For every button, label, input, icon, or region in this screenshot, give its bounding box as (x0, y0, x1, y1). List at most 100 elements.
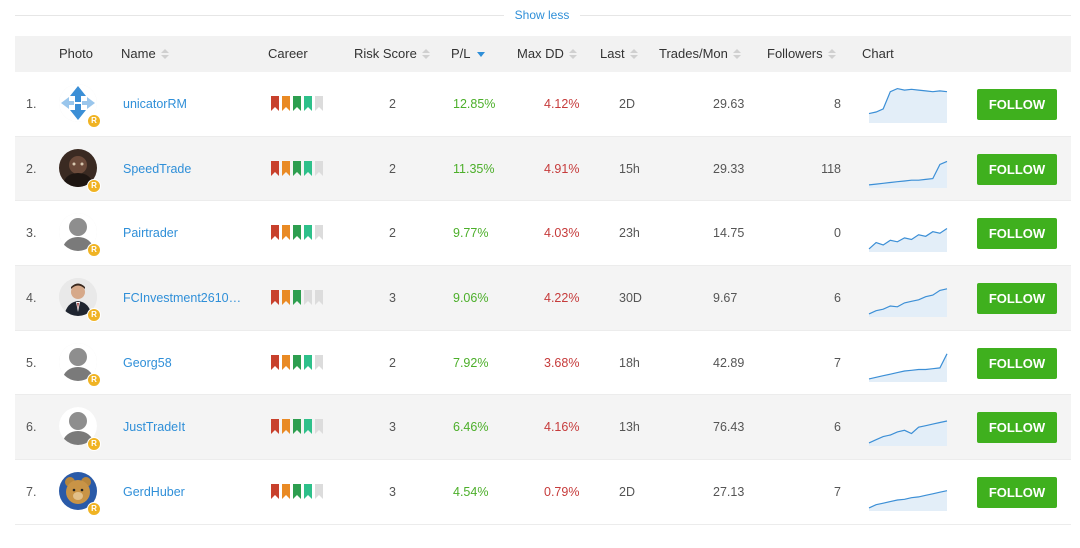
career-flag-icon (315, 484, 323, 500)
career-flag-icon (315, 225, 323, 241)
career-flags (271, 96, 323, 112)
risk-score: 3 (389, 485, 396, 500)
rank: 5. (26, 355, 37, 370)
max-drawdown: 4.22% (544, 291, 580, 306)
follow-button[interactable]: FOLLOW (977, 412, 1057, 444)
career-flag-icon (304, 160, 312, 176)
avatar[interactable]: R (59, 148, 101, 193)
rank-badge-icon: R (87, 114, 101, 128)
sparkline-line (868, 490, 948, 509)
sparkline-svg (868, 490, 948, 512)
performance-sparkline[interactable] (868, 473, 948, 513)
table-row[interactable]: 4. R FCInvestment2610… 3 9.06% 4.22% 30D 9.67 6 F… (15, 266, 1071, 331)
trader-name-link[interactable]: FCInvestment2610… (123, 291, 242, 306)
career-flag-icon (293, 160, 301, 176)
trades-per-month: 29.33 (713, 161, 745, 176)
sort-icon (827, 48, 836, 59)
career-flag-icon (271, 96, 279, 111)
header-followers[interactable]: Followers (767, 36, 836, 72)
performance-sparkline[interactable] (868, 344, 948, 384)
rank: 6. (26, 420, 37, 435)
header-name[interactable]: Name (121, 36, 169, 72)
followers-count: 0 (834, 226, 841, 241)
career-flag-icon (304, 225, 312, 241)
header-trades-mon[interactable]: Trades/Mon (659, 36, 741, 72)
header-chart: Chart (862, 46, 894, 61)
header-max-dd[interactable]: Max DD (517, 36, 577, 72)
career-flag-icon (282, 290, 290, 306)
trader-name-link[interactable]: GerdHuber (123, 485, 185, 500)
performance-sparkline[interactable] (868, 150, 948, 190)
max-drawdown: 4.91% (544, 161, 580, 176)
follow-button[interactable]: FOLLOW (977, 218, 1057, 250)
career-flag-icon (282, 419, 290, 435)
career-flag-icon (282, 160, 290, 176)
trader-name-link[interactable]: Pairtrader (123, 226, 178, 241)
career-flag-icon (293, 484, 301, 500)
follow-button[interactable]: FOLLOW (977, 153, 1057, 185)
rank-badge-icon: R (87, 178, 101, 193)
trader-name-link[interactable]: SpeedTrade (123, 161, 192, 176)
followers-count: 6 (834, 420, 841, 435)
follow-button[interactable]: FOLLOW (977, 347, 1057, 379)
header-last[interactable]: Last (600, 36, 638, 72)
career-flag-icon (282, 484, 290, 500)
avatar[interactable]: R (59, 84, 101, 128)
sparkline-area (869, 421, 947, 447)
performance-sparkline[interactable] (868, 279, 948, 319)
followers-count: 8 (834, 97, 841, 111)
man-in-suit-photo (59, 278, 97, 317)
avatar[interactable]: R (59, 407, 101, 452)
risk-score: 2 (389, 226, 396, 241)
last-trade: 30D (619, 291, 642, 306)
sort-icon (421, 48, 430, 59)
rank-badge-icon: R (87, 243, 101, 258)
performance-sparkline[interactable] (868, 214, 948, 254)
rank-badge-icon: R (87, 372, 101, 387)
trader-name-link[interactable]: unicatorRM (123, 97, 187, 111)
trades-per-month: 76.43 (713, 420, 745, 435)
avatar[interactable]: R (59, 213, 101, 258)
avatar[interactable]: R (59, 472, 101, 517)
table-row[interactable]: 5. R Georg58 2 7.92% 3.68% 18h 42.89 7 FOLLOW (15, 331, 1071, 396)
risk-score: 3 (389, 291, 396, 306)
career-flag-icon (271, 290, 279, 306)
follow-button[interactable]: FOLLOW (977, 283, 1057, 315)
table-row[interactable]: 7. R GerdHuber 3 4.54% 0.79% 2D 27.13 7 FOLLOW (15, 460, 1071, 525)
avatar[interactable]: R (59, 278, 101, 323)
profit-loss: 11.35% (453, 161, 495, 176)
table-row[interactable]: 2. R SpeedTrade 2 11.35% 4.91% 15h 29.33 118 FOLL… (15, 136, 1071, 202)
followers-count: 7 (834, 355, 841, 370)
career-flag-icon (315, 290, 323, 306)
max-drawdown: 4.03% (544, 226, 580, 241)
performance-sparkline[interactable] (868, 408, 948, 448)
follow-button[interactable]: FOLLOW (977, 89, 1057, 120)
trader-name-link[interactable]: Georg58 (123, 355, 172, 370)
header-risk-score[interactable]: Risk Score (354, 36, 430, 72)
show-less-link[interactable]: Show less (504, 8, 580, 24)
max-drawdown: 4.12% (544, 97, 580, 111)
header-pl[interactable]: P/L (451, 36, 485, 72)
follow-button[interactable]: FOLLOW (977, 477, 1057, 509)
rank: 7. (26, 485, 37, 500)
sparkline-line (868, 288, 948, 315)
followers-count: 118 (821, 161, 841, 176)
sparkline-area (869, 490, 947, 512)
trades-per-month: 42.89 (713, 355, 745, 370)
trades-per-month: 14.75 (713, 226, 745, 241)
last-trade: 15h (619, 161, 640, 176)
performance-sparkline[interactable] (868, 85, 948, 125)
avatar[interactable]: R (59, 342, 101, 387)
table-row[interactable]: 6. R JustTradeIt 3 6.46% 4.16% 13h 76.43 6 FOLLOW (15, 395, 1071, 461)
sort-icon (568, 48, 577, 59)
career-flag-icon (271, 354, 279, 370)
career-flags (271, 484, 323, 500)
career-flag-icon (271, 419, 279, 435)
header-photo: Photo (59, 46, 93, 61)
rank: 1. (26, 97, 37, 111)
sparkline-line (868, 160, 948, 186)
trader-name-link[interactable]: JustTradeIt (123, 420, 186, 435)
dark-portrait-photo (59, 148, 97, 187)
table-row[interactable]: 3. R Pairtrader 2 9.77% 4.03% 23h 14.75 0 FOLLOW (15, 201, 1071, 267)
